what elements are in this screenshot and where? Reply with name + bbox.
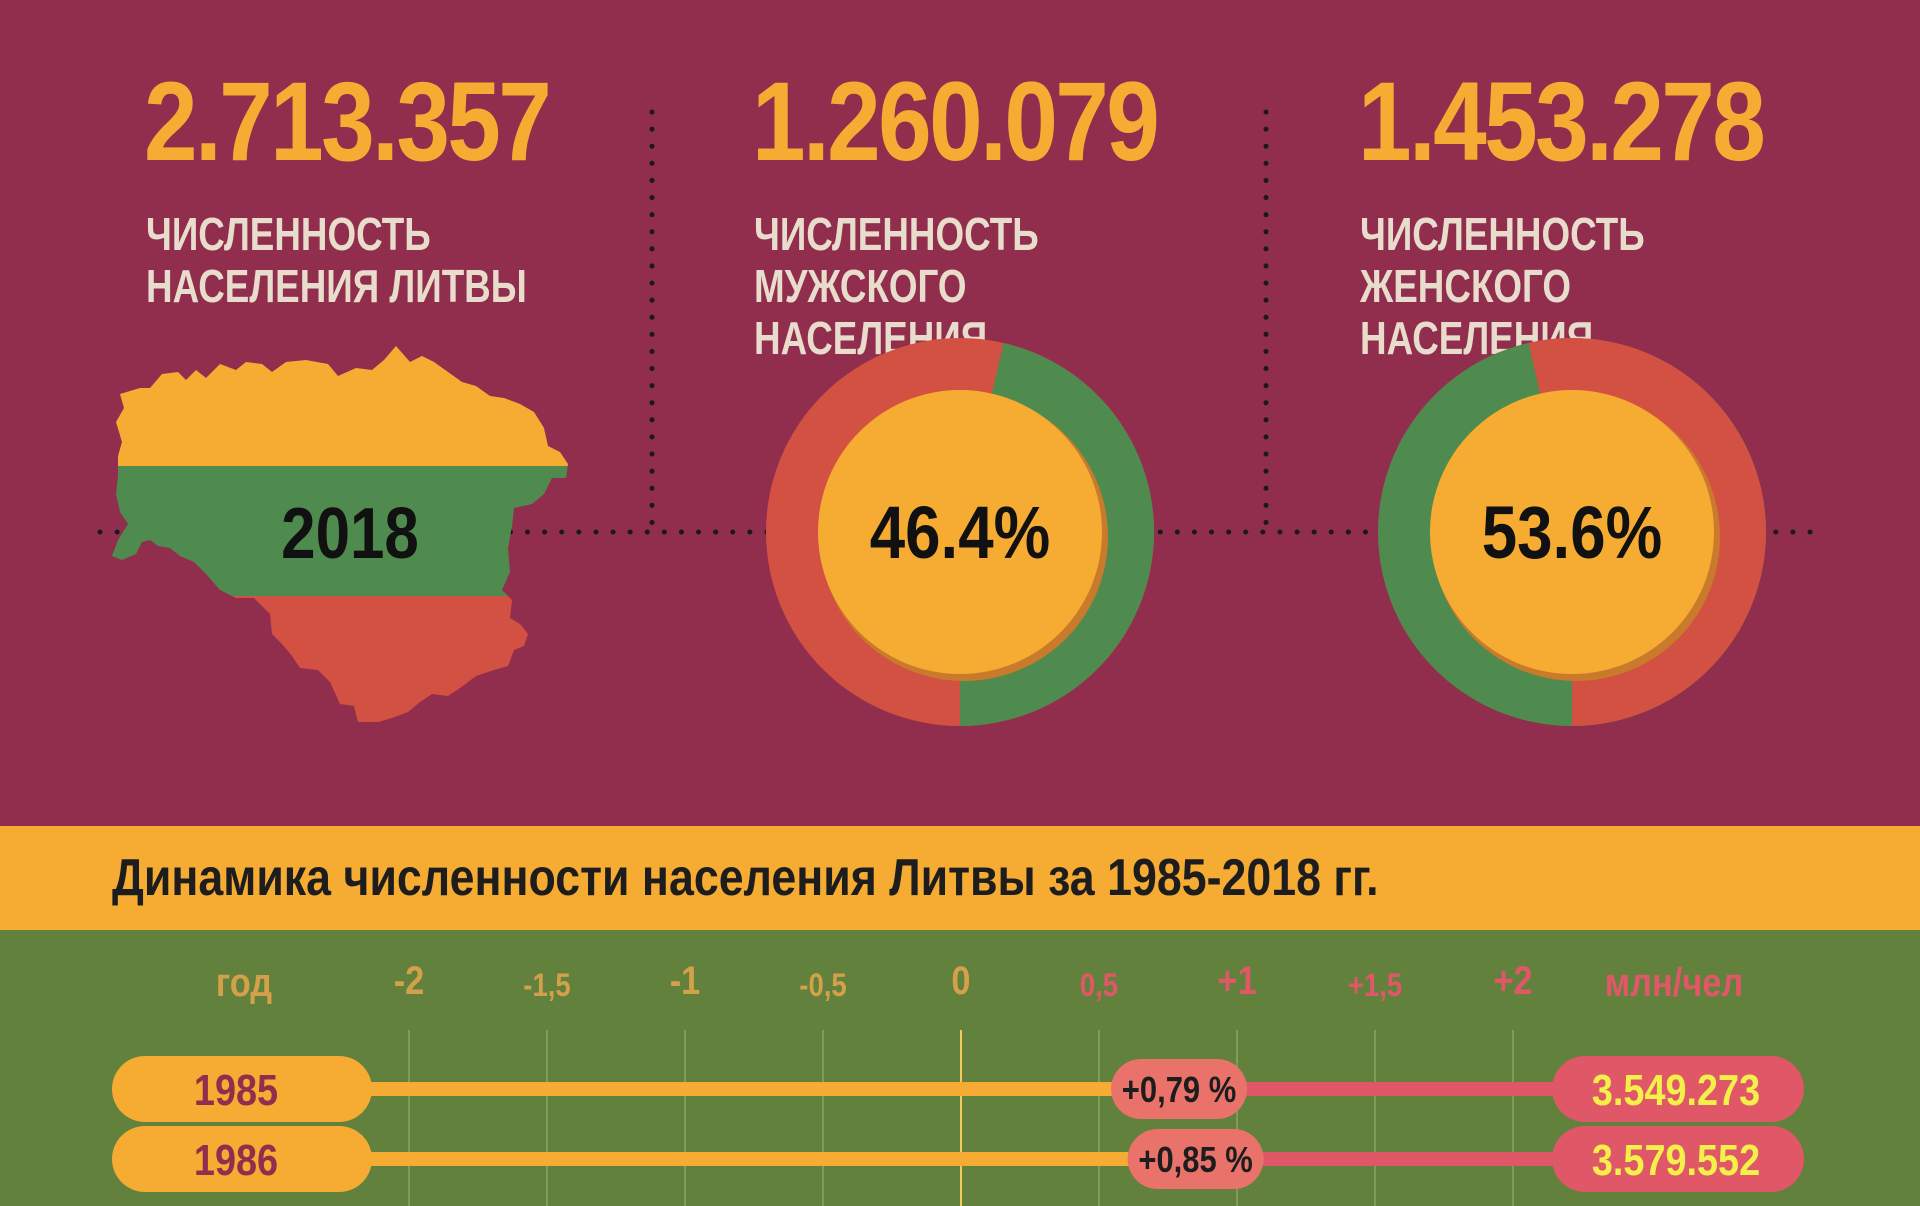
row-year-label: 1985 [194,1065,278,1114]
row-bar-right [1179,1082,1600,1096]
chart-row: 1985 +0,79 % 3.549.273 [112,1056,1804,1122]
map-year-label: 2018 [281,494,419,574]
tick-label-3: -0,5 [799,968,846,1003]
row-population-label: 3.579.552 [1592,1135,1760,1184]
chart-title-banner [0,826,1920,930]
total-population-value: 2.713.357 [144,59,552,184]
change-marker [1127,1129,1264,1189]
female-percent-label: 53.6% [1482,492,1662,575]
tick-label-6: +1 [1217,958,1256,1003]
flag-stripe-red [112,596,568,722]
tick-label-0: -2 [394,958,425,1003]
row-bar-left [300,1082,1180,1096]
tick-label-5: 0,5 [1080,968,1118,1003]
row-bar-right [1195,1152,1600,1166]
tick-label-1: -1,5 [523,968,570,1003]
population-change-chart: -2 -1,5 -1 -0,5 0 0,5 +1 +1,5 +2 1985 +0,79 % 3.54… [112,958,1804,1206]
male-donut-center [818,390,1102,674]
unit-column-header: млн/чел [1605,960,1744,1005]
male-percent-label: 46.4% [870,492,1050,575]
row-bar-left [300,1152,1196,1166]
chart-title: Динамика численности населения Литвы за … [112,849,1379,907]
tick-label-8: +2 [1493,958,1532,1003]
year-pill [112,1056,372,1122]
total-population-label: ЧИСЛЕННОСТЬ НАСЕЛЕНИЯ ЛИТВЫ [146,208,527,312]
row-change-label: +0,79 % [1122,1071,1236,1111]
tick-label-7: +1,5 [1348,968,1402,1003]
female-population-value: 1.453.278 [1358,59,1766,184]
row-population-label: 3.549.273 [1592,1065,1760,1114]
male-donut-chart: 46.4% [766,338,1154,726]
female-donut-chart: 53.6% [1378,337,1766,726]
chart-row: 1986 +0,85 % 3.579.552 [112,1126,1804,1192]
dotted-dividers [97,109,1823,535]
tick-label-4: 0 [951,958,970,1003]
row-change-label: +0,85 % [1138,1141,1252,1181]
row-year-label: 1986 [194,1135,278,1184]
change-marker [1111,1059,1248,1119]
male-population-label: ЧИСЛЕННОСТЬ МУЖСКОГО НАСЕЛЕНИЯ [754,208,1039,364]
female-population-label: ЧИСЛЕННОСТЬ ЖЕНСКОГО НАСЕЛЕНИЯ [1360,208,1645,364]
top-graphics: 2018 46.4% 53.6% [97,109,1823,726]
year-pill [112,1126,372,1192]
tick-label-2: -1 [670,958,701,1003]
flag-stripe-yellow [112,346,568,466]
male-population-value: 1.260.079 [752,59,1160,184]
female-donut-center [1430,390,1714,674]
year-column-header: год [216,960,272,1005]
value-pill [1552,1126,1804,1192]
value-pill [1552,1056,1804,1122]
